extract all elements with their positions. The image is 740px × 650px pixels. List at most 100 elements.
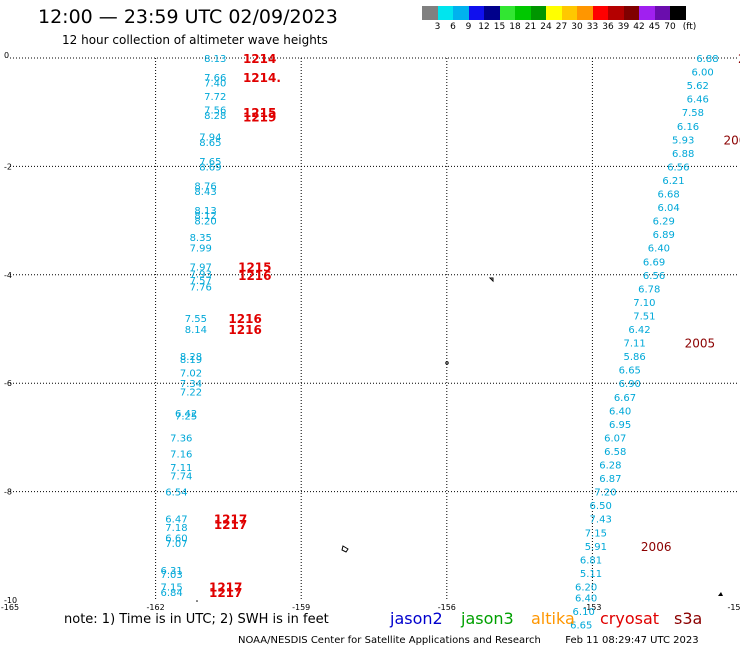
wave-height-label: 6.46 bbox=[687, 95, 709, 106]
wave-height-label: 7.55 bbox=[185, 314, 207, 325]
wave-height-label: 7.11 bbox=[624, 339, 646, 350]
wave-height-label: 7.02 bbox=[180, 368, 202, 379]
wave-height-label: 8.20 bbox=[194, 217, 216, 228]
wave-height-label: 7.99 bbox=[190, 244, 212, 255]
color-swatch bbox=[484, 6, 500, 20]
wave-height-label: 8.12 bbox=[194, 211, 216, 222]
color-swatch bbox=[437, 6, 453, 20]
wave-height-label: 7.58 bbox=[682, 108, 704, 119]
wave-height-label: 6.07 bbox=[604, 433, 626, 444]
wave-height-label: 6.56 bbox=[667, 162, 689, 173]
wave-height-label: 8.35 bbox=[190, 233, 212, 244]
y-tick-label: 0 bbox=[4, 51, 9, 60]
units-note: note: 1) Time is in UTC; 2) SWH is in fe… bbox=[64, 612, 329, 627]
x-tick-label: -153 bbox=[583, 603, 601, 612]
wave-height-label: 8.28 bbox=[204, 111, 226, 122]
color-swatch bbox=[670, 6, 686, 20]
wave-height-label: 7.34 bbox=[180, 379, 202, 390]
color-scale-bar bbox=[422, 6, 686, 20]
color-tick-label: 70 bbox=[664, 22, 676, 32]
color-tick-label: 45 bbox=[648, 22, 661, 32]
wave-height-label: 6.88 bbox=[672, 149, 694, 160]
wave-height-label: 7.57 bbox=[190, 276, 212, 287]
wave-height-label: 5.91 bbox=[585, 542, 607, 553]
wave-height-label: 6.58 bbox=[604, 447, 626, 458]
wave-height-label: 6.65 bbox=[619, 366, 641, 377]
color-tick-label: 39 bbox=[617, 22, 630, 32]
wave-height-label: 6.67 bbox=[614, 393, 636, 404]
wave-height-label: 7.03 bbox=[160, 570, 182, 581]
y-tick-label: -2 bbox=[4, 162, 12, 171]
x-tick-label: -156 bbox=[438, 603, 456, 612]
wave-height-label: 6.60 bbox=[165, 534, 187, 545]
wave-height-label: 6.31 bbox=[160, 566, 182, 577]
wave-height-label: 7.16 bbox=[170, 450, 192, 461]
color-swatch bbox=[608, 6, 624, 20]
color-tick-label: 24 bbox=[540, 22, 552, 32]
island-mark bbox=[445, 361, 449, 365]
wave-height-label: 7.11 bbox=[170, 463, 192, 474]
wave-height-label: 7.51 bbox=[633, 311, 655, 322]
pass-time-label: 1215 bbox=[243, 106, 276, 120]
wave-height-label: 6.88 bbox=[696, 54, 718, 65]
wave-height-label: 6.42 bbox=[175, 409, 197, 420]
wave-height-label: 5.93 bbox=[672, 135, 694, 146]
wave-height-label: 5.86 bbox=[624, 352, 646, 363]
island-mark bbox=[196, 600, 198, 602]
color-swatch bbox=[592, 6, 608, 20]
pass-time-label: 1217 bbox=[214, 513, 247, 527]
wave-height-label: 6.28 bbox=[599, 461, 621, 472]
y-tick-label: -6 bbox=[4, 379, 12, 388]
wave-height-label: 6.04 bbox=[657, 203, 679, 214]
y-tick-label: -10 bbox=[4, 596, 17, 605]
wave-height-label: 6.54 bbox=[165, 488, 187, 499]
color-tick-label: 21 bbox=[524, 22, 537, 32]
pass-time-label: 1215 bbox=[238, 261, 271, 275]
island-mark bbox=[488, 277, 494, 283]
wave-height-label: 6.47 bbox=[165, 515, 187, 526]
color-swatch bbox=[561, 6, 577, 20]
color-swatch bbox=[530, 6, 546, 20]
color-tick-label: 9 bbox=[465, 22, 472, 32]
wave-height-label: 7.72 bbox=[204, 92, 226, 103]
legend-jason3: jason3 bbox=[461, 609, 514, 628]
color-tick-label: 12 bbox=[478, 22, 490, 32]
color-swatch bbox=[453, 6, 469, 20]
map-subtitle: 12 hour collection of altimeter wave hei… bbox=[62, 33, 328, 47]
island-mark bbox=[341, 545, 349, 553]
wave-height-label: 8.69 bbox=[199, 162, 221, 173]
wave-height-label: 6.89 bbox=[653, 230, 675, 241]
island-mark bbox=[718, 592, 723, 596]
wave-height-label: 7.97 bbox=[190, 263, 212, 274]
wave-height-label: 6.42 bbox=[628, 325, 650, 336]
color-unit-label: (ft) bbox=[682, 22, 697, 32]
x-tick-label: -162 bbox=[147, 603, 165, 612]
wave-height-label: 8.13 bbox=[204, 54, 226, 65]
pass-time-label: 1219 bbox=[243, 111, 276, 125]
color-swatch bbox=[577, 6, 593, 20]
pass-time-label: 1214. bbox=[243, 71, 281, 85]
wave-height-label: 6.20 bbox=[575, 582, 597, 593]
color-tick-label: 36 bbox=[602, 22, 614, 32]
legend-s3a: s3a bbox=[674, 609, 703, 628]
wave-height-label: 7.40 bbox=[204, 78, 226, 89]
color-tick-label: 3 bbox=[434, 22, 441, 32]
footer-credit: NOAA/NESDIS Center for Satellite Applica… bbox=[238, 635, 699, 646]
wave-height-label: 8.28 bbox=[180, 352, 202, 363]
wave-height-label: 8.43 bbox=[194, 187, 216, 198]
wave-height-label: 7.36 bbox=[170, 433, 192, 444]
color-tick-label: 15 bbox=[493, 22, 506, 32]
legend-jason2: jason2 bbox=[390, 609, 443, 628]
wave-height-label: 5.62 bbox=[687, 81, 709, 92]
wave-height-label: 7.15 bbox=[585, 528, 607, 539]
wave-height-label: 8.19 bbox=[180, 355, 202, 366]
wave-height-label: 6.16 bbox=[677, 122, 699, 133]
wave-height-label: 6.29 bbox=[653, 217, 675, 228]
credit-text: NOAA/NESDIS Center for Satellite Applica… bbox=[238, 635, 541, 646]
wave-height-label: 7.15 bbox=[160, 582, 182, 593]
color-tick-label: 33 bbox=[586, 22, 599, 32]
wave-height-label: 7.65 bbox=[199, 157, 221, 168]
color-swatch bbox=[546, 6, 562, 20]
color-tick-label: 18 bbox=[509, 22, 521, 32]
wave-height-label: 7.22 bbox=[180, 387, 202, 398]
